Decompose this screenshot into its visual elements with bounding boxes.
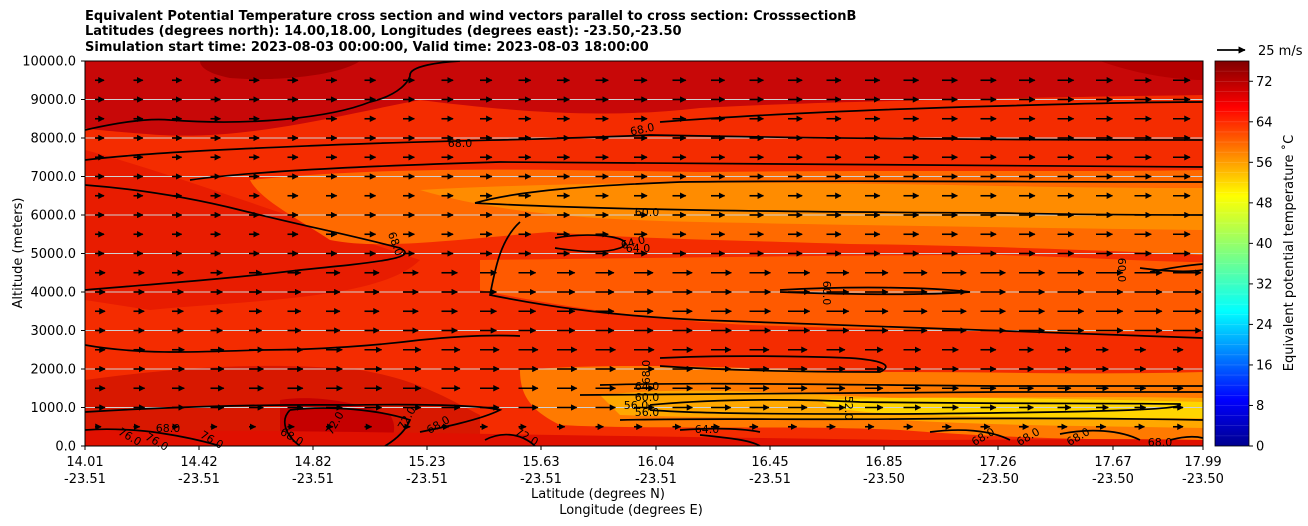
colorbar-tick-label: 0 xyxy=(1256,440,1264,455)
y-tick-label: 5000.0 xyxy=(31,247,77,262)
y-tick-label: 3000.0 xyxy=(31,324,77,339)
colorbar-tick-label: 32 xyxy=(1256,277,1273,292)
colorbar-ticks: 0 8 16 24 32 40 48 56 64 72 xyxy=(1249,75,1273,455)
quiver-key-label: 25 m/s xyxy=(1258,44,1303,59)
x-tick-longitude: -23.50 xyxy=(863,472,905,487)
y-tick-label: 1000.0 xyxy=(31,401,77,416)
x-tick-longitude: -23.51 xyxy=(406,472,448,487)
contour-label: 60.0 xyxy=(1115,258,1128,283)
x-tick-latitude: 14.82 xyxy=(294,455,331,470)
x-tick-latitude: 16.04 xyxy=(637,455,674,470)
colorbar-tick-label: 48 xyxy=(1256,196,1273,211)
contour-label: 60.0 xyxy=(635,206,660,219)
x-tick-longitude: -23.50 xyxy=(1182,472,1224,487)
colorbar-tick-label: 64 xyxy=(1256,115,1273,130)
y-tick-label: 8000.0 xyxy=(31,132,77,147)
x-tick-longitude: -23.50 xyxy=(977,472,1019,487)
x-tick-longitude: -23.51 xyxy=(520,472,562,487)
x-tick-latitude: 17.67 xyxy=(1094,455,1131,470)
y-tick-label: 10000.0 xyxy=(22,55,76,70)
x-tick-longitude: -23.51 xyxy=(64,472,106,487)
y-tick-label: 2000.0 xyxy=(31,363,77,378)
colorbar-tick-label: 16 xyxy=(1256,358,1273,373)
y-tick-label: 0.0 xyxy=(55,440,76,455)
x-tick-latitude: 14.01 xyxy=(66,455,103,470)
y-tick-label: 9000.0 xyxy=(31,93,77,108)
colorbar-tick-label: 8 xyxy=(1256,399,1264,414)
y-axis-ticks: 0.0 1000.0 2000.0 3000.0 4000.0 5000.0 6000.0 7… xyxy=(22,55,85,455)
x-tick-latitude: 14.42 xyxy=(180,455,217,470)
contour-label: 60.0 xyxy=(820,281,833,306)
x-tick-latitude: 17.99 xyxy=(1184,455,1221,470)
x-tick-longitude: -23.51 xyxy=(292,472,334,487)
colorbar-label: Equivalent potential temperature ˚C xyxy=(1281,135,1297,371)
contour-label: 64.0 xyxy=(695,423,720,436)
x-axis-label-longitude: Longitude (degrees E) xyxy=(559,503,703,518)
cross-section-chart: 68.068.060.064.064.068.060.060.068.064.0… xyxy=(0,0,1308,526)
contour-label: 68.0 xyxy=(1148,436,1173,449)
x-tick-longitude: -23.51 xyxy=(749,472,791,487)
colorbar-tick-label: 56 xyxy=(1256,156,1273,171)
x-tick-latitude: 17.26 xyxy=(979,455,1016,470)
colorbar-tick-label: 72 xyxy=(1256,75,1273,90)
x-tick-longitude: -23.51 xyxy=(178,472,220,487)
colorbar-tick-label: 24 xyxy=(1256,318,1273,333)
contour-label: 68.0 xyxy=(448,137,473,150)
y-tick-label: 4000.0 xyxy=(31,286,77,301)
x-tick-longitude: -23.50 xyxy=(1092,472,1134,487)
y-tick-label: 7000.0 xyxy=(31,170,77,185)
y-axis-label: Altitude (meters) xyxy=(11,198,26,309)
y-tick-label: 6000.0 xyxy=(31,209,77,224)
x-axis-ticks: 14.01 -23.51 14.42 -23.51 14.82 -23.51 15.23 -2… xyxy=(64,446,1224,487)
x-axis-label-latitude: Latitude (degrees N) xyxy=(531,487,665,502)
x-tick-latitude: 16.85 xyxy=(865,455,902,470)
x-tick-latitude: 15.23 xyxy=(408,455,445,470)
x-tick-latitude: 15.63 xyxy=(522,455,559,470)
colorbar-tick-label: 40 xyxy=(1256,237,1273,252)
contour-label: 68.0 xyxy=(156,422,181,435)
x-tick-latitude: 16.45 xyxy=(751,455,788,470)
x-tick-longitude: -23.51 xyxy=(635,472,677,487)
